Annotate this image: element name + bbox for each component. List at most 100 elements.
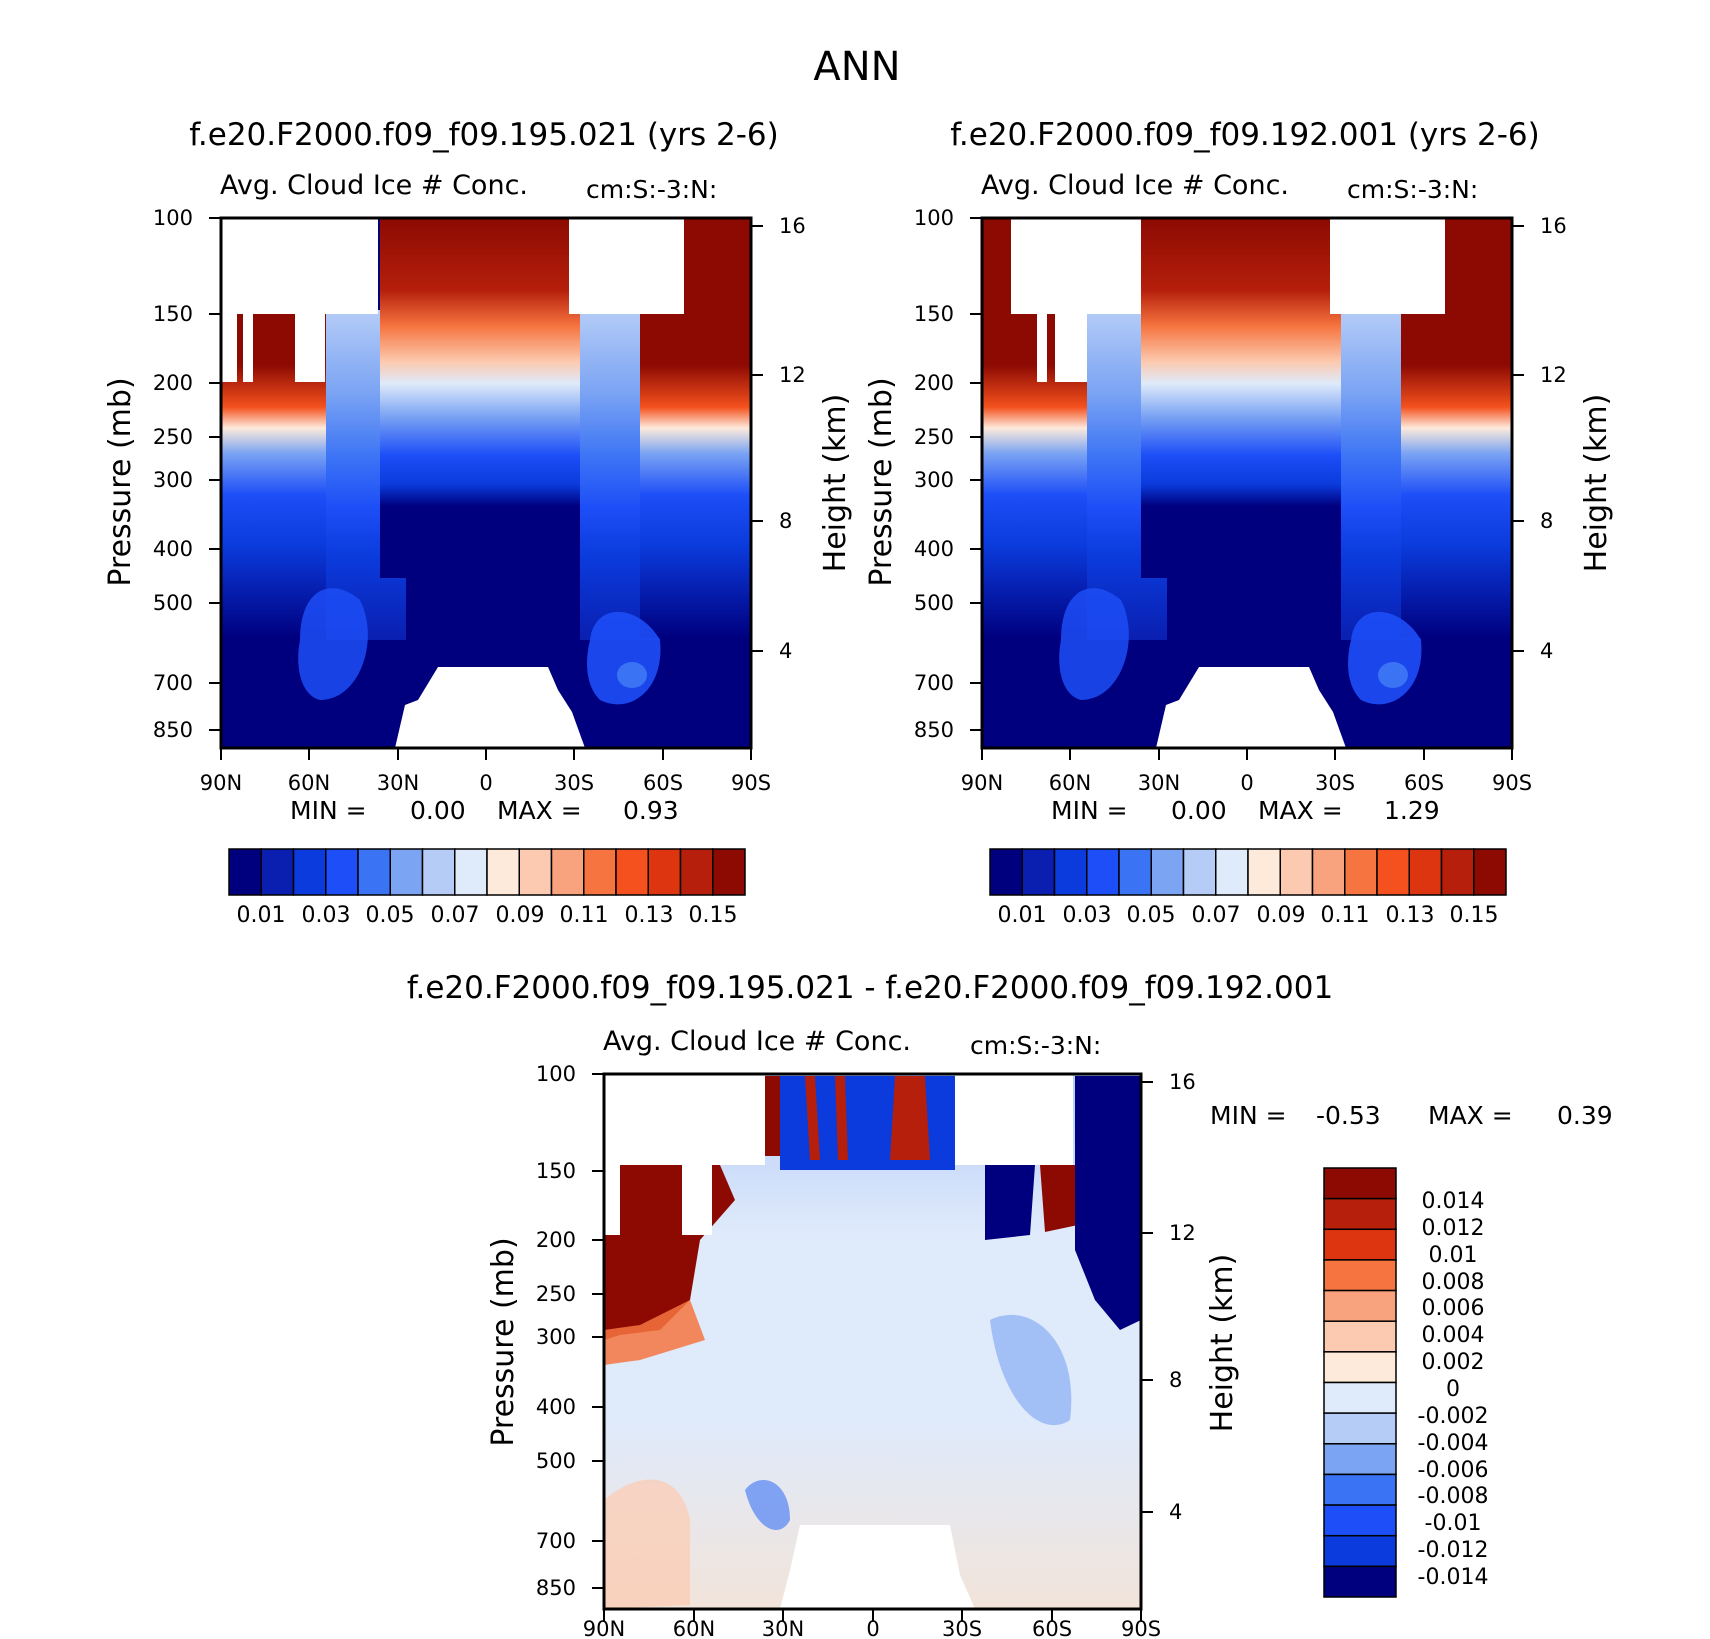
colorbar-swatch [1323,1167,1397,1200]
field-positive-strat-south [1040,1165,1078,1232]
missing-strat-south [955,1075,1073,1165]
colorbar-swatch [1408,848,1443,896]
y-tick-label: 400 [914,537,954,561]
colorbar-swatch [486,848,520,896]
x-tick-label: 30S [554,771,594,795]
colorbar-swatch [1473,848,1507,896]
colorbar-swatch [1150,848,1185,896]
missing-strat-south [1330,219,1445,314]
x-tick-label: 60N [673,1617,715,1639]
field-lower-core-south [1378,662,1408,688]
colorbar-label: 0.03 [302,903,351,928]
colorbar [989,848,1507,896]
missing-gap-3 [295,314,325,382]
y2-axis-label: Height (km) [1579,394,1614,573]
field-negative-polar-south [1075,1076,1141,1330]
colorbar-label: 0.012 [1422,1216,1485,1241]
colorbar-swatch [325,848,359,896]
colorbar-label: 0 [1446,1377,1460,1402]
axis-ticks [592,1073,1153,1621]
missing-topography [780,1525,975,1609]
y2-tick-labels: 16 12 8 4 [1540,214,1567,663]
colorbar-swatch [1311,848,1346,896]
colorbar-label: 0.05 [366,903,415,928]
colorbar-swatch [712,848,746,896]
y-tick-label: 150 [914,302,954,326]
field-positive-mid-north [604,1479,690,1609]
field-lower-blob-north [298,588,368,700]
y2-tick-label: 8 [1540,509,1553,533]
x-tick-labels: 90N 60N 30N 0 30S 60S 90S [200,771,771,795]
colorbar-swatch [1323,1565,1397,1598]
y-tick-label: 850 [914,718,954,742]
y-tick-label: 300 [914,468,954,492]
colorbar-label: 0.008 [1422,1270,1485,1295]
colorbar-swatch [989,848,1023,896]
panel-run-title: f.e20.F2000.f09_f09.195.021 (yrs 2-6) [189,117,779,153]
min-value: 0.00 [410,796,466,825]
x-tick-label: 30N [377,771,419,795]
panel-units: cm:S:-3:N: [586,175,717,204]
field-lower-core-south [617,662,647,688]
x-tick-label: 90N [583,1617,625,1639]
colorbar-label: 0.15 [1450,903,1499,928]
y2-tick-labels: 16 12 8 4 [779,214,806,663]
y-tick-label: 200 [536,1228,576,1252]
colorbar-swatch [1215,848,1249,896]
plot-area [219,216,753,750]
min-value: 0.00 [1171,796,1227,825]
y2-axis-label: Height (km) [818,394,853,573]
colorbar-swatch [583,848,617,896]
x-tick-label: 30N [1138,771,1180,795]
y-tick-label: 500 [914,591,954,615]
y-tick-label: 100 [153,206,193,230]
main-title: ANN [813,44,900,90]
y-tick-label: 500 [536,1449,576,1473]
y-tick-label: 400 [536,1395,576,1419]
field-negative-lower-north [745,1480,790,1530]
field-positive-north-fringe [604,1300,705,1365]
panel-variable: Avg. Cloud Ice # Conc. [220,170,528,201]
colorbar-swatch [1118,848,1152,896]
colorbar-label: 0.004 [1422,1323,1485,1348]
y-tick-label: 200 [914,371,954,395]
y-tick-label: 300 [153,468,193,492]
y2-tick-label: 16 [1169,1070,1196,1094]
colorbar-swatch [1053,848,1088,896]
colorbar-swatch [454,848,488,896]
y-tick-label: 850 [536,1576,576,1600]
min-label: MIN = [1210,1101,1287,1130]
colorbar-label: 0.11 [1321,903,1370,928]
colorbar-swatch [1323,1351,1397,1384]
colorbar-swatch [1323,1381,1397,1414]
colorbar-label: -0.004 [1418,1431,1489,1456]
colorbar-swatch [1247,848,1281,896]
missing-strat-north [222,219,378,314]
panel-top-left: f.e20.F2000.f09_f09.195.021 (yrs 2-6) Av… [103,117,853,928]
panel-units: cm:S:-3:N: [1347,175,1478,204]
min-label: MIN = [290,796,367,825]
y2-tick-label: 12 [1169,1221,1196,1245]
field-negative-mid-south [990,1314,1072,1426]
colorbar-swatch [1323,1412,1397,1445]
max-label: MAX = [497,796,582,825]
colorbar-swatch [228,848,262,896]
colorbar-swatch [1323,1443,1397,1476]
colorbar-label: 0.01 [237,903,286,928]
x-tick-labels: 90N 60N 30N 0 30S 60S 90S [961,771,1532,795]
y-tick-label: 300 [536,1325,576,1349]
max-value: 0.93 [623,796,679,825]
colorbar-swatch [550,848,585,896]
y-tick-labels: 100 150 200 250 300 400 500 700 850 [914,206,954,742]
colorbar-swatch [1440,848,1475,896]
plot-area [980,216,1514,750]
colorbar-swatch [1323,1228,1397,1261]
colorbar-label: 0.13 [625,903,674,928]
colorbar [228,848,746,896]
y-tick-labels: 100 150 200 250 300 400 500 700 850 [536,1062,576,1600]
colorbar-swatch [260,848,295,896]
x-tick-label: 0 [1240,771,1253,795]
y2-tick-label: 4 [1540,639,1553,663]
missing-gap-2 [682,1165,712,1235]
